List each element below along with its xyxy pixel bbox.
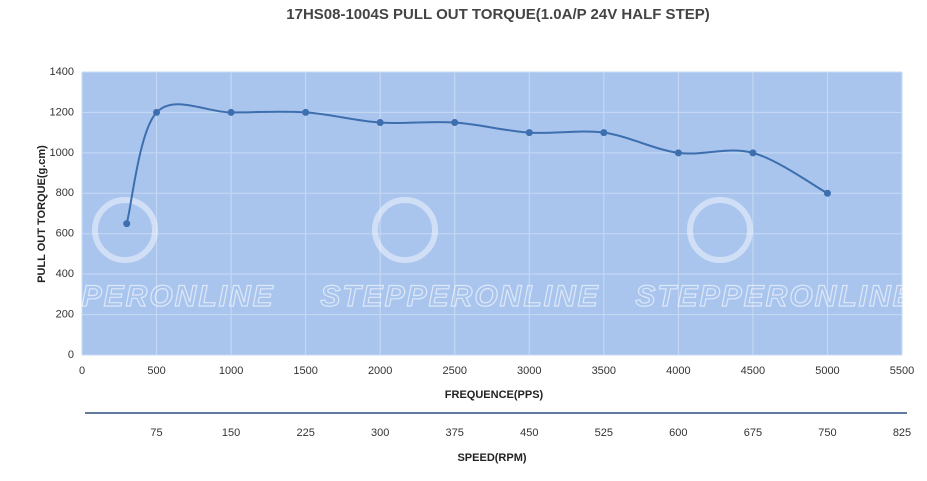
x-axis-title: FREQUENCE(PPS) xyxy=(445,389,544,401)
x-tick-label: 4000 xyxy=(666,365,690,377)
data-point xyxy=(123,220,131,228)
data-point xyxy=(153,108,161,116)
x-tick-label: 4500 xyxy=(741,365,765,377)
watermark: STEPPERONLINE xyxy=(0,280,275,313)
x-tick-label: 3000 xyxy=(517,365,541,377)
x2-axis-title: SPEED(RPM) xyxy=(457,452,526,464)
x2-tick-label: 225 xyxy=(296,427,314,439)
y-tick-label: 400 xyxy=(56,268,74,280)
x-tick-label: 3500 xyxy=(592,365,616,377)
x2-tick-label: 525 xyxy=(595,427,613,439)
y-tick-label: 1000 xyxy=(50,147,74,159)
watermark-logo xyxy=(372,197,438,263)
x2-tick-label: 675 xyxy=(744,427,762,439)
x2-tick-label: 150 xyxy=(222,427,240,439)
x-tick-label: 5500 xyxy=(890,365,914,377)
x-tick-label: 0 xyxy=(79,365,85,377)
data-point xyxy=(823,189,831,197)
y-tick-label: 0 xyxy=(68,349,74,361)
data-point xyxy=(376,119,384,127)
y-tick-label: 800 xyxy=(56,187,74,199)
chart-title: 17HS08-1004S PULL OUT TORQUE(1.0A/P 24V … xyxy=(286,6,709,23)
watermark: STEPPERONLINE xyxy=(635,280,914,313)
x-tick-label: 2000 xyxy=(368,365,392,377)
x-tick-label: 1500 xyxy=(293,365,317,377)
x2-tick-label: 300 xyxy=(371,427,389,439)
watermark-logo xyxy=(687,197,753,263)
data-point xyxy=(674,149,682,157)
data-point xyxy=(600,129,608,137)
x2-tick-label: 750 xyxy=(818,427,836,439)
x-tick-label: 500 xyxy=(147,365,165,377)
data-point xyxy=(525,129,533,137)
data-point xyxy=(227,108,235,116)
y-tick-label: 200 xyxy=(56,308,74,320)
x2-tick-label: 450 xyxy=(520,427,538,439)
x-tick-label: 1000 xyxy=(219,365,243,377)
x2-tick-label: 375 xyxy=(446,427,464,439)
y-tick-label: 1400 xyxy=(50,66,74,78)
data-point xyxy=(302,108,310,116)
plot-background xyxy=(82,72,902,355)
x2-tick-label: 825 xyxy=(893,427,911,439)
plot-area: STEPPERONLINE STEPPERONLINE STEPPERONLINE xyxy=(0,71,914,356)
x2-tick-label: 75 xyxy=(150,427,162,439)
y-axis-title: PULL OUT TORQUE(g.cm) xyxy=(36,145,48,283)
y-tick-label: 1200 xyxy=(50,106,74,118)
y-tick-label: 600 xyxy=(56,228,74,240)
x-tick-label: 2500 xyxy=(442,365,466,377)
watermark-logo xyxy=(92,197,158,263)
data-point xyxy=(451,119,459,127)
x-tick-label: 5000 xyxy=(815,365,839,377)
watermark: STEPPERONLINE xyxy=(320,280,599,313)
data-point xyxy=(749,149,757,157)
x2-tick-label: 600 xyxy=(669,427,687,439)
